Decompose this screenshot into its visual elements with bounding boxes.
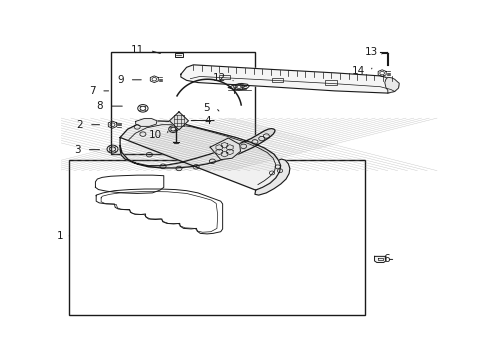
- Text: 5: 5: [203, 103, 210, 113]
- Bar: [111, 51, 255, 154]
- Polygon shape: [136, 118, 157, 126]
- Text: 13: 13: [365, 47, 378, 57]
- Polygon shape: [228, 84, 249, 90]
- Text: 10: 10: [148, 130, 162, 140]
- Text: 14: 14: [352, 67, 365, 76]
- Bar: [69, 159, 365, 315]
- Polygon shape: [181, 65, 399, 93]
- Polygon shape: [374, 256, 386, 262]
- Bar: [175, 53, 183, 57]
- Text: 11: 11: [131, 45, 144, 55]
- Text: 6: 6: [383, 255, 390, 264]
- Text: 7: 7: [89, 86, 96, 96]
- Bar: [325, 80, 337, 85]
- Text: 4: 4: [205, 116, 211, 126]
- Text: 2: 2: [76, 120, 83, 130]
- Text: 9: 9: [117, 75, 124, 85]
- Bar: [219, 75, 230, 79]
- Polygon shape: [170, 112, 189, 130]
- Text: 3: 3: [74, 145, 81, 155]
- Text: 8: 8: [97, 101, 103, 111]
- Text: 1: 1: [57, 231, 64, 241]
- Bar: [272, 77, 283, 82]
- Text: 12: 12: [213, 73, 226, 83]
- Polygon shape: [210, 138, 241, 159]
- Polygon shape: [120, 121, 281, 190]
- Polygon shape: [385, 77, 399, 93]
- Polygon shape: [255, 159, 290, 195]
